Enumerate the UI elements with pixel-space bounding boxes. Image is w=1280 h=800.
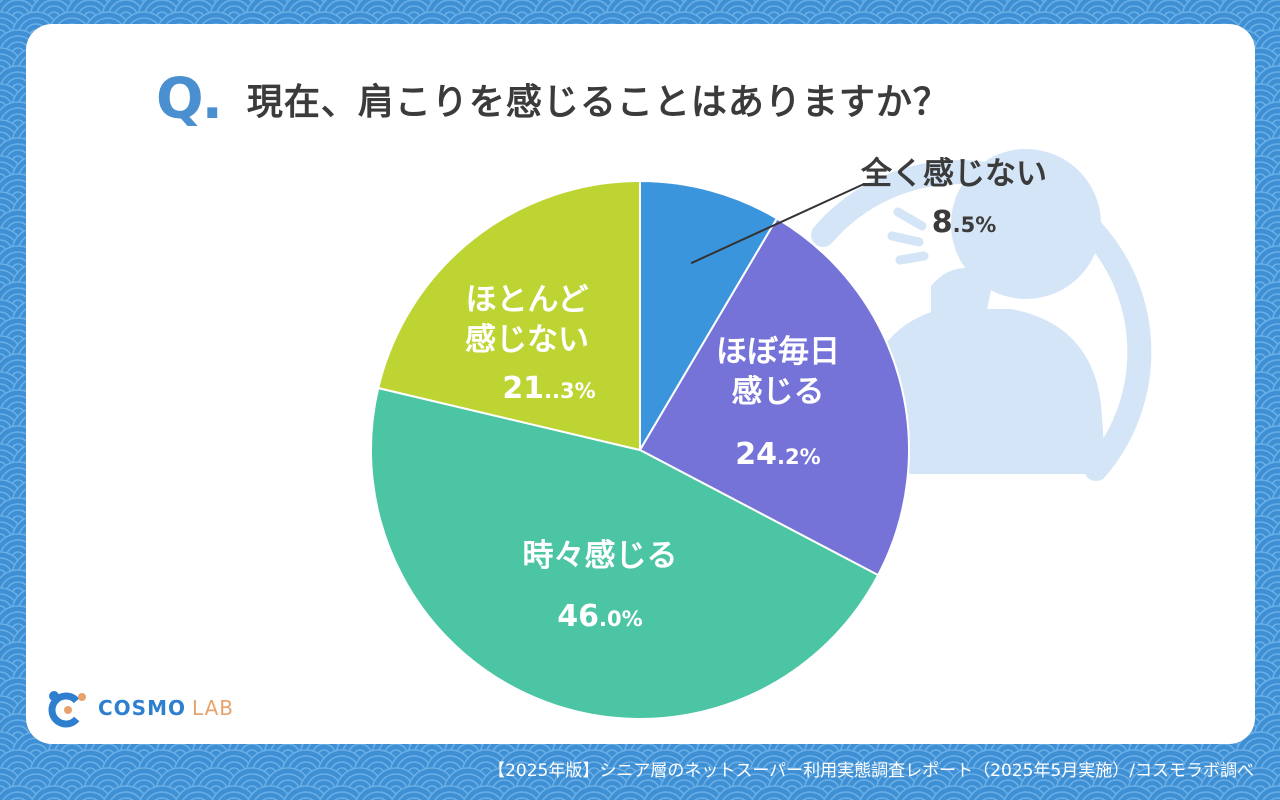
cosmo-lab-logo: COSMO LAB [46,688,234,728]
q-mark: Q. [156,66,223,132]
shoulder-pain-person-icon [811,149,1152,481]
leader-line [690,183,865,265]
logo-text: COSMO LAB [98,696,234,720]
slice-label: ほとんど [465,282,588,318]
slice-label: 感じる [732,374,825,410]
slice-hotondo [377,179,641,452]
logo-name: COSMO [98,696,186,720]
slice-value-label: 24.2% [735,437,820,472]
slice-label: ほぼ毎日 [716,334,840,370]
source-note: 【2025年版】シニア層のネットスーパー利用実態調査レポート（2025年5月実施… [488,761,1254,781]
slice-label: 全く感じない [860,156,1047,192]
slice-hobo-mainichi [638,217,910,577]
slice-value-label: 46.0% [557,599,642,634]
slice-value-label: 21..3% [502,371,595,406]
slice-tokidoki [370,386,880,720]
slice-value-label: 8.5% [932,205,997,240]
page-title: 現在、肩こりを感じることはありますか？ [246,82,950,123]
slice-label: 感じない [465,322,589,358]
slice-label: 時々感じる [523,538,678,574]
logo-icon [48,691,86,728]
chart-card: Q. 現在、肩こりを感じることはありますか？ 全く感じない 8.5% ほぼ毎日感じる… [26,24,1255,744]
slice-zenzen [639,179,779,454]
question-header: Q. 現在、肩こりを感じることはありますか？ [156,64,950,134]
logo-suffix: LAB [192,696,235,720]
